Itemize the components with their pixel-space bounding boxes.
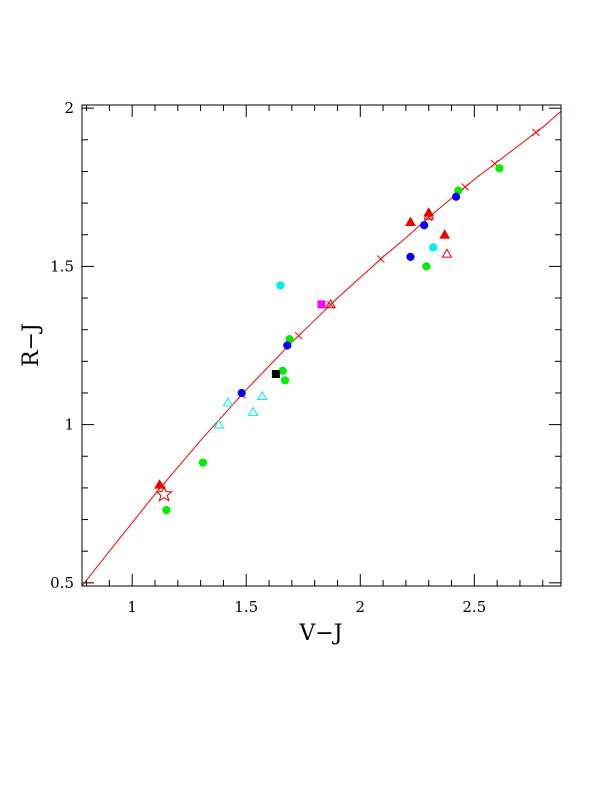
data-point-circle (237, 388, 246, 398)
data-point-triangle (213, 419, 225, 429)
y-tick-label: 1.5 (50, 257, 74, 275)
model-curve (81, 110, 562, 587)
data-point-triangle (256, 390, 268, 401)
x-axis-label: V−J (298, 621, 342, 646)
x-tick-label: 2.5 (462, 598, 486, 616)
data-point-circle (422, 262, 431, 271)
data-point-square (271, 369, 280, 378)
x-tick-label: 1.5 (234, 598, 258, 616)
data-point-triangle (439, 229, 451, 239)
plot-frame (81, 104, 562, 587)
data-point-triangle (154, 479, 165, 489)
data-point-circle (429, 243, 438, 252)
curve-cross-mark (461, 183, 470, 191)
data-point-triangle (222, 396, 234, 407)
data-point-circle (420, 221, 429, 230)
curve-cross-mark (326, 300, 335, 309)
data-point-star (155, 484, 174, 502)
data-point-triangle (441, 248, 453, 258)
data-point-circle (406, 252, 415, 261)
data-point-triangle (325, 298, 336, 309)
data-point-circle (495, 164, 504, 173)
data-point-triangle (423, 210, 435, 220)
data-point-triangle (247, 406, 259, 416)
data-point-circle (283, 341, 292, 350)
x-tick-label: 1 (127, 598, 137, 616)
curve-cross-mark (376, 255, 385, 263)
data-point-circle (162, 505, 171, 515)
data-point-circle (280, 376, 290, 385)
x-tick-label: 2 (356, 598, 366, 616)
data-point-circle (198, 458, 207, 467)
curve-cross-mark (294, 331, 303, 340)
y-tick-label: 1 (64, 416, 74, 434)
data-point-triangle (405, 216, 416, 226)
data-point-circle (276, 281, 285, 290)
data-point-square (317, 300, 326, 309)
y-tick-label: 0.5 (50, 574, 74, 592)
curve-cross-mark (532, 128, 540, 137)
y-axis-label: R−J (19, 323, 44, 367)
y-tick-label: 2 (64, 99, 74, 117)
data-point-circle (278, 366, 287, 375)
data-point-circle (451, 192, 461, 201)
